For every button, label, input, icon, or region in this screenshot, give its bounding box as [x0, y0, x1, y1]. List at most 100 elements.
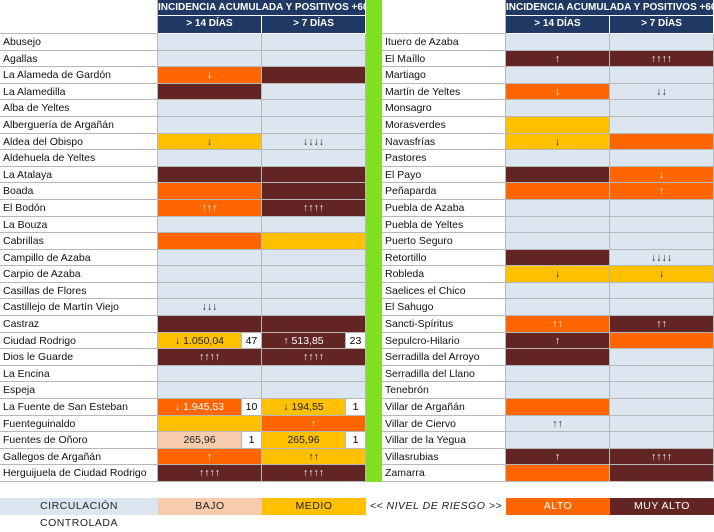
risk-cell — [262, 100, 366, 117]
municipality-name: Casillas de Flores — [0, 282, 158, 300]
municipality-name: Navasfrías — [382, 133, 506, 151]
risk-cell: ↑↑ — [506, 415, 610, 433]
risk-cell — [610, 465, 714, 482]
municipality-name: Aldea del Obispo — [0, 133, 158, 151]
risk-cell — [158, 150, 262, 167]
municipality-name: Puebla de Azaba — [382, 199, 506, 217]
municipality-name: Cabrillas — [0, 233, 158, 250]
risk-cell — [506, 216, 610, 234]
risk-cell: ↓ — [506, 133, 610, 151]
risk-cell — [158, 249, 262, 267]
header-blank — [0, 0, 158, 34]
risk-cell — [506, 249, 610, 267]
header-title: INCIDENCIA ACUMULADA Y POSITIVOS +60 AÑO… — [506, 0, 714, 16]
municipality-name: Sancti-Spíritus — [382, 316, 506, 333]
risk-cell — [610, 382, 714, 400]
risk-cell: ↑↑ — [610, 316, 714, 333]
risk-cell — [506, 100, 610, 117]
risk-cell: 265,96 — [262, 432, 346, 449]
risk-cell — [158, 83, 262, 101]
municipality-name: Fuenteguinaldo — [0, 415, 158, 433]
risk-cell: ↓↓↓ — [158, 299, 262, 317]
municipality-name: La Bouza — [0, 216, 158, 234]
municipality-name: La Atalaya — [0, 166, 158, 184]
risk-cell — [158, 233, 262, 250]
risk-cell — [610, 365, 714, 383]
risk-cell — [610, 282, 714, 300]
risk-cell: ↑↑↑↑ — [610, 50, 714, 68]
case-count: 23 — [346, 332, 366, 350]
risk-cell — [610, 299, 714, 317]
legend-item: CIRCULACIÓN CONTROLADA — [0, 498, 158, 529]
municipality-name: El Maíllo — [382, 50, 506, 68]
risk-cell: ↑↑↑↑ — [262, 465, 366, 482]
risk-cell: ↑↑↑↑ — [158, 465, 262, 482]
municipality-name: Campillo de Azaba — [0, 249, 158, 267]
risk-cell — [158, 316, 262, 333]
risk-cell — [262, 365, 366, 383]
risk-cell — [158, 34, 262, 51]
risk-cell — [262, 50, 366, 68]
municipality-name: Pastores — [382, 150, 506, 167]
risk-cell: ↓ — [158, 67, 262, 84]
municipality-name: Saelices el Chico — [382, 282, 506, 300]
risk-cell — [262, 83, 366, 101]
risk-cell: ↓↓ — [610, 83, 714, 101]
municipality-name: El Bodón — [0, 199, 158, 217]
legend-item: ALTO — [506, 498, 610, 515]
risk-cell — [262, 116, 366, 134]
municipality-name: Martín de Yeltes — [382, 83, 506, 101]
risk-cell — [506, 116, 610, 134]
risk-cell — [610, 432, 714, 449]
risk-cell — [506, 34, 610, 51]
header-14-days: > 14 DÍAS — [158, 16, 262, 34]
risk-cell — [506, 199, 610, 217]
municipality-name: Robleda — [382, 266, 506, 283]
risk-cell — [506, 465, 610, 482]
municipality-name: Alba de Yeltes — [0, 100, 158, 117]
risk-cell: ↑ — [610, 183, 714, 200]
risk-cell — [158, 266, 262, 283]
risk-cell — [158, 216, 262, 234]
header-7-days: > 7 DÍAS — [262, 16, 366, 34]
risk-cell — [610, 116, 714, 134]
risk-cell — [610, 233, 714, 250]
case-count: 1 — [242, 432, 262, 449]
risk-cell: ↑ — [262, 415, 366, 433]
risk-cell: ↑ — [506, 448, 610, 466]
municipality-name: Villar de Argañán — [382, 399, 506, 416]
header-14-days: > 14 DÍAS — [506, 16, 610, 34]
risk-cell — [262, 382, 366, 400]
municipality-name: Fuentes de Oñoro — [0, 432, 158, 449]
risk-cell — [158, 50, 262, 68]
risk-cell: ↓ 1.050,04 — [158, 332, 242, 350]
risk-cell — [610, 100, 714, 117]
risk-cell — [262, 266, 366, 283]
municipality-name: Zamarra — [382, 465, 506, 482]
municipality-name: La Alamedilla — [0, 83, 158, 101]
risk-cell — [610, 199, 714, 217]
risk-cell — [158, 365, 262, 383]
municipality-name: La Alameda de Gardón — [0, 67, 158, 84]
risk-cell: ↓ — [158, 133, 262, 151]
legend-item: MEDIO — [262, 498, 366, 515]
risk-cell — [262, 166, 366, 184]
risk-cell — [610, 34, 714, 51]
municipality-name: Morasverdes — [382, 116, 506, 134]
risk-cell — [610, 67, 714, 84]
risk-cell: ↓ 1.945,53 — [158, 399, 242, 416]
municipality-name: Carpio de Azaba — [0, 266, 158, 283]
risk-cell — [262, 34, 366, 51]
risk-cell: ↑↑ — [262, 448, 366, 466]
risk-cell: ↑↑↑↑ — [262, 349, 366, 366]
municipality-name: Peñaparda — [382, 183, 506, 200]
municipality-name: Castraz — [0, 316, 158, 333]
header-7-days: > 7 DÍAS — [610, 16, 714, 34]
legend-item: << NIVEL DE RIESGO >> — [366, 498, 506, 515]
risk-cell: ↑↑↑↑ — [262, 199, 366, 217]
risk-cell: ↑ — [158, 448, 262, 466]
risk-cell: ↑ 513,85 — [262, 332, 346, 350]
municipality-name: Puebla de Yeltes — [382, 216, 506, 234]
risk-cell — [158, 382, 262, 400]
risk-cell — [610, 415, 714, 433]
